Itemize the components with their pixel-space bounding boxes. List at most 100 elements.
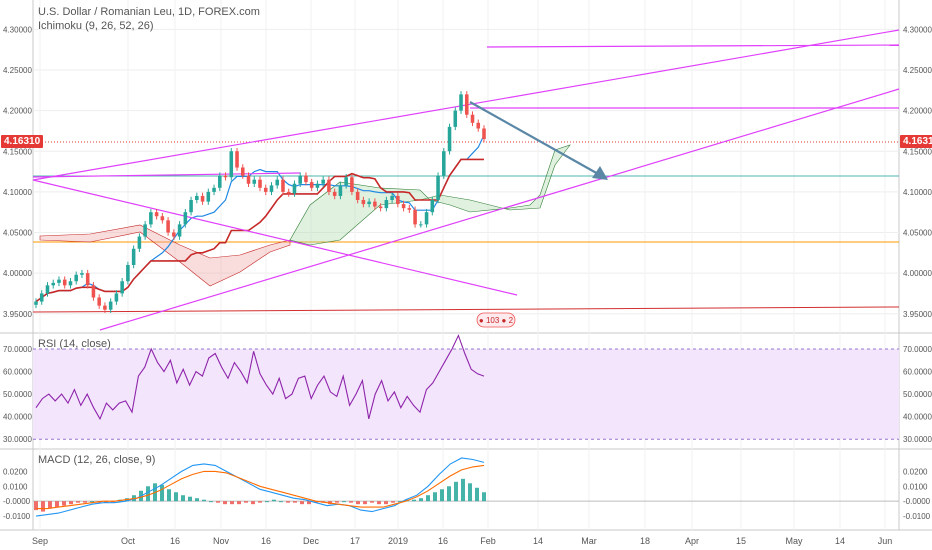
forecast-arrow[interactable]	[469, 101, 608, 180]
macd-histogram-bar	[181, 495, 185, 502]
macd-histogram-bar	[342, 501, 346, 503]
macd-histogram-bar	[468, 483, 472, 502]
horizontal-magenta-top[interactable]	[486, 44, 900, 48]
rsi-tick-right: 60.0000	[903, 368, 932, 377]
candle-body	[269, 185, 274, 192]
macd-histogram-bar	[258, 501, 262, 503]
candle-body	[390, 195, 394, 200]
macd-histogram-bar	[223, 501, 227, 505]
time-axis-ticks: Sep Oct 16 Nov 16 Dec 17 2019 16 Feb 14 Mar 18 Apr 15 M…	[32, 536, 892, 546]
candle-body	[315, 183, 320, 188]
candle-body	[361, 200, 366, 205]
time-tick-label: 15	[736, 536, 746, 546]
rsi-tick-right: 30.0000	[903, 435, 932, 444]
candle-body	[160, 216, 165, 221]
price-tick-right: 4.15000	[903, 147, 932, 156]
candle-body	[108, 301, 113, 310]
price-tick-right: 4.25000	[903, 66, 932, 75]
macd-histogram-bar	[363, 501, 367, 505]
price-tick-left: 4.20000	[3, 107, 32, 116]
candle-body	[235, 151, 239, 168]
macd-histogram-bar	[440, 489, 444, 502]
event-badge[interactable]: ● 103 ● 2	[476, 312, 516, 328]
time-tick-label: Oct	[121, 536, 136, 546]
macd-histogram-bar	[398, 501, 402, 503]
candle-body	[189, 200, 193, 213]
candle-body	[200, 195, 205, 202]
macd-histogram-bar	[384, 501, 388, 505]
time-tick-label: Feb	[480, 536, 496, 546]
macd-histogram-bar	[167, 489, 171, 502]
event-badge-text: ● 103 ● 2	[479, 316, 514, 325]
candle-body	[183, 212, 188, 225]
macd-histogram-bar	[349, 501, 353, 503]
macd-histogram-bar	[307, 501, 311, 505]
macd-histogram-bar	[41, 501, 45, 512]
trendline-short[interactable]	[32, 172, 301, 178]
price-tick-right: 4.00000	[903, 269, 932, 278]
macd-tick-right: 0.0200	[903, 467, 928, 476]
candle-body	[218, 175, 222, 188]
macd-histogram-bar	[391, 501, 395, 503]
candle-body	[367, 201, 371, 205]
time-tick-label: 14	[533, 536, 543, 546]
macd-tick-right: 0.0100	[903, 482, 928, 491]
macd-histogram-bar	[286, 501, 290, 503]
price-tick-left: 4.15000	[3, 147, 32, 156]
macd-histogram-bar	[335, 501, 339, 503]
time-tick-label: 14	[835, 536, 845, 546]
price-tick-left: 4.25000	[3, 66, 32, 75]
macd-histogram-bar	[482, 492, 486, 502]
time-tick-label: Apr	[685, 536, 699, 546]
candle-body	[45, 285, 50, 294]
level-red[interactable]	[32, 306, 900, 313]
candle-body	[206, 191, 211, 202]
ichimoku-label: Ichimoku (9, 26, 52, 26)	[38, 20, 154, 32]
kijun-line	[35, 158, 484, 303]
price-tick-left: 4.05000	[3, 229, 32, 238]
macd-tick-left: 0.0100	[3, 482, 28, 491]
candle-body	[166, 220, 170, 233]
rsi-tick-right: 70.0000	[903, 345, 932, 354]
macd-histogram-bar	[174, 492, 178, 502]
time-tick-label: 17	[350, 536, 360, 546]
candle-body	[131, 248, 136, 265]
time-tick-label: 16	[261, 536, 271, 546]
macd-histogram-bar	[188, 496, 192, 502]
candle-body	[97, 297, 101, 306]
macd-tick-left: -0.0100	[3, 512, 31, 521]
candle-body	[103, 305, 107, 310]
candle-body	[401, 204, 406, 209]
price-tick-left: 4.10000	[3, 188, 32, 197]
macd-histogram-bar	[272, 499, 276, 502]
macd-histogram-bar	[412, 499, 416, 502]
time-tick-label: Mar	[581, 536, 597, 546]
candle-body	[453, 110, 458, 127]
trendline-lower[interactable]	[99, 88, 900, 331]
trendline-descending[interactable]	[32, 179, 518, 296]
candle-body	[470, 114, 475, 123]
time-tick-label: Sep	[32, 536, 48, 546]
candle-body	[240, 167, 245, 176]
candle-body	[355, 191, 360, 200]
candle-body	[292, 183, 297, 194]
macd-histogram-bar	[454, 481, 458, 502]
candle-body	[396, 195, 400, 205]
candle-body	[459, 94, 463, 111]
candle-body	[442, 151, 446, 176]
macd-histogram-bar	[377, 501, 381, 505]
time-tick-label: 16	[438, 536, 448, 546]
macd-histogram-bar	[433, 492, 437, 502]
macd-histogram-bar	[160, 484, 164, 502]
time-tick-label: Nov	[213, 536, 230, 546]
macd-histogram-bar	[230, 501, 234, 505]
macd-histogram-bar	[461, 478, 465, 502]
macd-histogram-bar	[55, 501, 59, 508]
time-tick-label: 16	[170, 536, 180, 546]
macd-histogram-bar	[300, 501, 304, 505]
candle-body	[384, 200, 389, 209]
candle-body	[373, 201, 377, 207]
candle-body	[424, 212, 429, 225]
price-tick-right: 3.95000	[903, 310, 932, 319]
